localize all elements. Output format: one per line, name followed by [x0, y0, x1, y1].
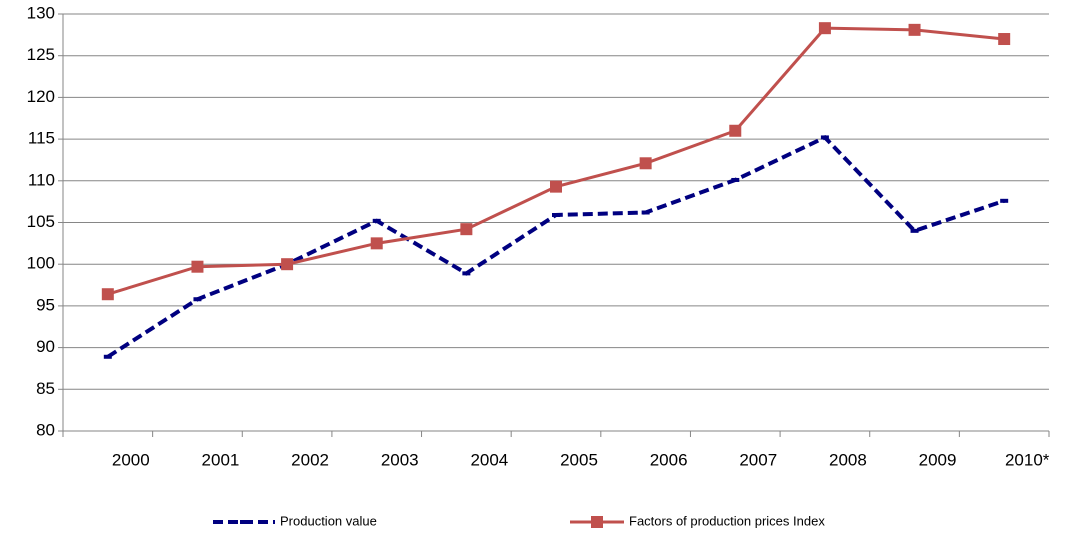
- marker: [1000, 198, 1009, 203]
- marker: [639, 157, 652, 170]
- x-tick-label: 2002: [291, 450, 329, 469]
- legend-label: Factors of production prices Index: [629, 513, 825, 528]
- marker: [729, 124, 742, 137]
- marker: [460, 223, 473, 236]
- legend-label: Production value: [280, 513, 377, 528]
- marker: [550, 180, 562, 193]
- y-tick-label: 110: [28, 170, 55, 189]
- marker: [552, 212, 560, 217]
- marker: [998, 33, 1011, 46]
- marker: [103, 354, 112, 359]
- x-tick-label: 2006: [650, 450, 688, 469]
- y-tick-label: 80: [36, 420, 55, 439]
- x-tick-label: 2009: [919, 450, 957, 469]
- x-tick-label: 2004: [470, 450, 508, 469]
- y-tick-label: 85: [36, 379, 55, 398]
- marker: [372, 218, 381, 223]
- y-tick-label: 120: [27, 87, 55, 106]
- x-tick-label: 2005: [560, 450, 598, 469]
- marker: [731, 177, 740, 182]
- marker: [281, 258, 294, 271]
- series-line: [107, 26, 1005, 296]
- y-tick-label: 105: [27, 212, 55, 231]
- marker: [818, 22, 831, 35]
- x-tick-label: 2008: [829, 450, 867, 469]
- marker: [101, 288, 114, 301]
- marker: [191, 260, 204, 273]
- series-line: [106, 135, 1005, 359]
- y-tick-label: 130: [27, 3, 55, 22]
- y-tick-label: 100: [27, 254, 55, 273]
- x-tick-label: 2003: [381, 450, 419, 469]
- y-tick-label: 90: [36, 337, 55, 356]
- legend-marker: [591, 516, 603, 528]
- x-tick-label: 2010*: [1005, 450, 1050, 469]
- x-tick-label: 2000: [112, 450, 150, 469]
- marker: [908, 23, 921, 36]
- y-tick-label: 95: [36, 295, 55, 314]
- x-tick-label: 2001: [202, 450, 240, 469]
- y-tick-label: 115: [28, 129, 55, 148]
- marker: [193, 297, 202, 302]
- marker: [820, 135, 829, 140]
- y-tick-label: 125: [27, 45, 55, 64]
- marker: [910, 228, 919, 233]
- marker: [462, 271, 471, 276]
- x-tick-label: 2007: [739, 450, 777, 469]
- marker: [370, 237, 383, 250]
- marker: [641, 210, 650, 215]
- legend-marker: [240, 520, 248, 524]
